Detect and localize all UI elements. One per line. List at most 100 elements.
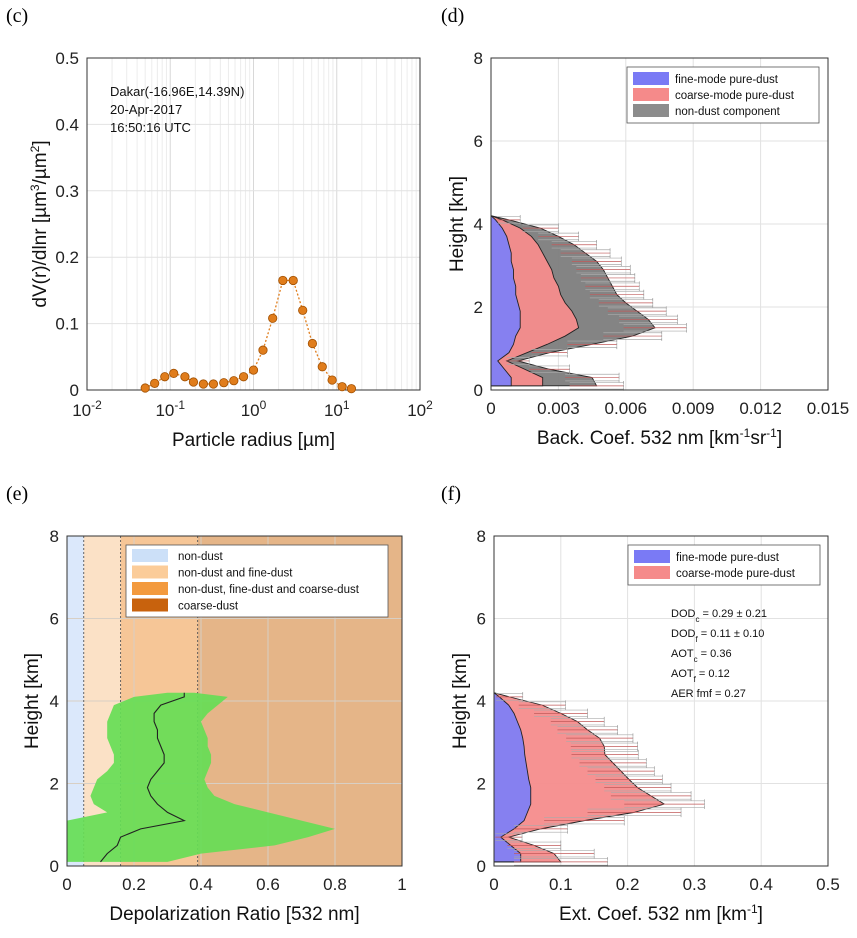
annotation-line: Dakar(-16.96E,14.39N) <box>110 84 244 99</box>
x-tick-label: 0.015 <box>807 399 850 418</box>
uncertainty-band <box>67 692 335 862</box>
x-tick-label: 0.006 <box>605 399 648 418</box>
data-point <box>150 378 160 388</box>
mean-line <box>100 692 186 863</box>
area-1 <box>490 214 521 387</box>
stat-line: AOTc = 0.36 <box>671 648 732 664</box>
x-tick-label: 100 <box>241 398 267 420</box>
legend-box <box>125 544 389 618</box>
legend-swatch <box>132 598 168 612</box>
stat-value: = 0.12 <box>696 668 730 680</box>
x-tick-exponent: 0 <box>260 398 267 412</box>
x-axis-label-part: -1 <box>766 426 777 440</box>
data-point <box>317 362 327 372</box>
x-tick-label: 0.2 <box>616 875 640 894</box>
stat-name: AOT <box>671 648 694 660</box>
panel-f-extinction: 0 0.1 0.2 0.3 0.4 0.5 0 2 4 6 8 fine-mode pure-dust… <box>450 527 840 925</box>
legend-label: non-dust, fine-dust and coarse-dust <box>178 584 360 596</box>
data-point <box>229 376 239 386</box>
y-axis-label: Height [km] <box>450 653 471 749</box>
stat-subscript: f <box>694 675 697 684</box>
x-axis-label: Back. Coef. 532 nm [km-1sr-1] <box>537 426 782 449</box>
panel-letter-c: (c) <box>6 5 28 27</box>
area-1 <box>493 691 532 863</box>
legend-swatch <box>633 72 669 85</box>
annotation-line: 16:50:16 UTC <box>110 120 191 135</box>
y-axis-label-part: 3 <box>28 184 42 191</box>
panel-d-backscatter: 0 0.003 0.006 0.009 0.012 0.015 0 2 4 6 8 fine-mode… <box>447 49 849 449</box>
x-axis-label: Depolarization Ratio [532 nm] <box>109 904 359 925</box>
data-point <box>219 378 229 388</box>
x-tick-label: 0.2 <box>122 875 146 894</box>
legend-label: non-dust and fine-dust <box>178 568 293 580</box>
x-tick-label: 0.3 <box>683 875 707 894</box>
stat-name: DOD <box>671 608 696 620</box>
data-point <box>278 275 288 286</box>
y-axis-label: Height [km] <box>22 653 43 749</box>
x-tick-label: 0.1 <box>549 875 573 894</box>
y-tick-label: 0.3 <box>55 182 79 201</box>
x-tick-exponent: 2 <box>426 398 433 412</box>
data-point <box>238 372 249 382</box>
y-tick-label: 0.2 <box>55 248 79 267</box>
legend-swatch <box>132 565 168 579</box>
data-point <box>169 368 179 378</box>
y-tick-label: 8 <box>50 527 59 546</box>
data-point <box>288 275 298 286</box>
x-tick-label: 1 <box>397 875 406 894</box>
y-tick-label: 0 <box>70 381 79 400</box>
stat-value: = 0.36 <box>698 648 732 660</box>
legend-label: non-dust component <box>675 106 781 118</box>
stat-name: DOD <box>671 628 696 640</box>
y-tick-label: 8 <box>474 49 483 68</box>
panel-e-depolarization: 0 0.2 0.4 0.6 0.8 1 0 2 4 6 8 non-dust non-dust and … <box>22 527 407 925</box>
x-tick-label: 0 <box>489 875 498 894</box>
x-tick-label: 102 <box>407 398 433 420</box>
y-axis-label-part: dV(r)/dlnr [µm <box>30 191 51 308</box>
x-axis-label-part: Back. Coef. 532 nm [km <box>537 428 740 449</box>
plot-frame <box>86 57 421 391</box>
panel-letter-f: (f) <box>441 483 461 505</box>
y-tick-label: 0.4 <box>55 115 79 134</box>
stat-value: = 0.29 ± 0.21 <box>699 608 767 620</box>
y-tick-label: 6 <box>474 132 483 151</box>
x-tick-label: 0.6 <box>256 875 280 894</box>
y-tick-label: 0 <box>474 381 483 400</box>
data-point <box>258 345 268 355</box>
x-tick-exponent: -1 <box>174 398 185 412</box>
x-tick-exponent: -2 <box>91 398 102 412</box>
data-point <box>180 372 190 382</box>
stat-line: DODf = 0.11 ± 0.10 <box>671 628 764 644</box>
legend-label: coarse-mode pure-dust <box>675 90 795 102</box>
legend-label: coarse-dust <box>178 601 239 613</box>
plot-frame <box>66 535 403 867</box>
x-tick-exponent: 1 <box>343 398 350 412</box>
annotation-line: 20-Apr-2017 <box>110 102 182 117</box>
x-tick-label: 10-2 <box>72 398 102 420</box>
legend-label: coarse-mode pure-dust <box>676 568 796 580</box>
legend-label: fine-mode pure-dust <box>675 74 779 86</box>
x-tick-label: 0.4 <box>749 875 773 894</box>
y-tick-label: 0 <box>477 857 486 876</box>
y-tick-label: 4 <box>50 692 59 711</box>
x-axis-label-part: -1 <box>747 902 758 916</box>
plot-frame <box>493 535 829 867</box>
y-axis-label-part: 2 <box>28 145 42 152</box>
y-axis-label: dV(r)/dlnr [µm3/µm2] <box>28 140 51 307</box>
legend-swatch <box>633 88 669 101</box>
x-axis-label-part: sr <box>750 428 767 449</box>
y-tick-label: 0.1 <box>55 315 79 334</box>
panel-letter-d: (d) <box>441 5 464 27</box>
x-tick-label: 0.003 <box>537 399 580 418</box>
stat-subscript: c <box>695 615 699 624</box>
x-axis-label: Ext. Coef. 532 nm [km-1] <box>559 902 763 925</box>
plot-frame <box>490 57 829 391</box>
x-tick-label: 0.8 <box>323 875 347 894</box>
data-point <box>208 379 219 389</box>
legend-swatch <box>132 582 168 595</box>
legend-label: non-dust <box>178 551 224 563</box>
y-tick-label: 4 <box>477 692 486 711</box>
legend-swatch <box>634 566 670 579</box>
x-axis-label-part: -1 <box>740 426 751 440</box>
legend-label: fine-mode pure-dust <box>676 552 780 564</box>
